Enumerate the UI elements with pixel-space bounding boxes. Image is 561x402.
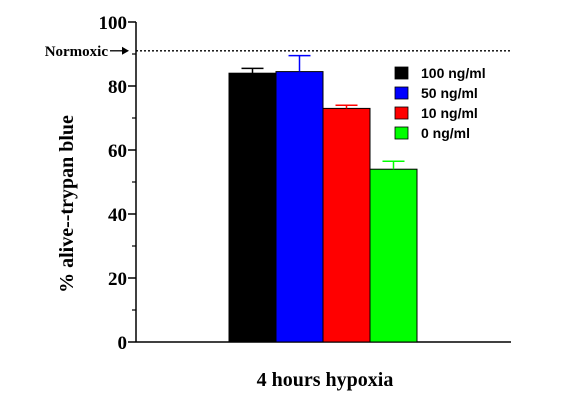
- bar-10-ng-ml: [322, 107, 371, 343]
- y-tick-label: 40: [108, 205, 127, 226]
- y-tick-label: 60: [108, 141, 127, 162]
- legend-swatch: [394, 86, 409, 100]
- normoxic-label: Normoxic: [45, 44, 109, 60]
- legend-entry-label: 50 ng/ml: [421, 85, 478, 101]
- normoxic-arrow-head: [122, 46, 129, 55]
- normoxic-reference: Normoxic: [45, 44, 511, 60]
- y-tick-label: 100: [99, 13, 128, 34]
- legend-swatch: [394, 126, 409, 140]
- y-tick-label: 0: [118, 333, 128, 354]
- legend-swatch: [394, 66, 409, 80]
- y-ticks: 0 20 40 60 80 100: [99, 13, 136, 354]
- bar-100-ng-ml: [228, 72, 277, 343]
- legend: 100 ng/ml 50 ng/ml 10 ng/ml 0 ng/ml: [394, 65, 486, 141]
- y-axis-label: % alive--trypan blue: [56, 115, 78, 293]
- legend-swatch: [394, 106, 409, 120]
- bars: [228, 71, 418, 343]
- y-tick-label: 80: [108, 77, 127, 98]
- legend-entry-label: 100 ng/ml: [421, 65, 486, 81]
- error-bars: [241, 54, 405, 170]
- legend-entry-label: 0 ng/ml: [421, 125, 470, 141]
- bar-0-ng-ml: [369, 168, 418, 343]
- legend-entry-label: 10 ng/ml: [421, 105, 478, 121]
- bar-50-ng-ml: [275, 71, 324, 343]
- y-tick-label: 20: [108, 269, 127, 290]
- x-axis-label: 4 hours hypoxia: [257, 369, 394, 391]
